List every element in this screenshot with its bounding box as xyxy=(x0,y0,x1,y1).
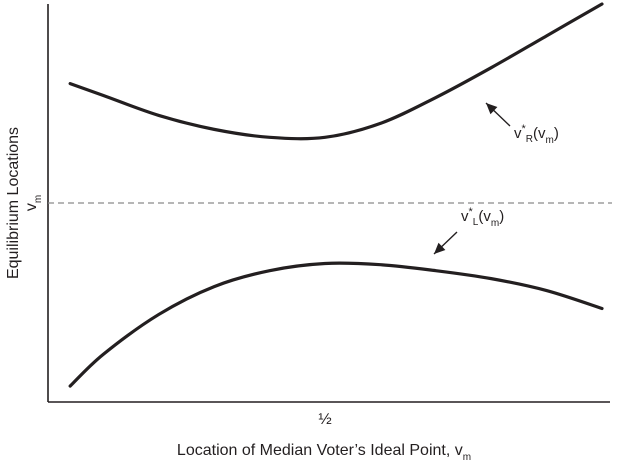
series-label-lower-part: ) xyxy=(499,208,504,225)
y-tick-label-vm-part: m xyxy=(33,195,44,203)
arrow-head-lower xyxy=(434,242,446,254)
series-line-upper xyxy=(68,2,604,141)
series-label-upper-part: ) xyxy=(554,125,559,142)
series-label-lower: v*L(vm) xyxy=(461,206,504,229)
arrow-head-upper xyxy=(486,103,498,115)
series-label-upper-part: * xyxy=(522,123,527,135)
series-label-upper-part: R xyxy=(526,134,533,145)
x-axis-label: Location of Median Voter’s Ideal Point, … xyxy=(177,442,471,463)
series-group xyxy=(68,2,604,388)
series-label-lower-part: (v xyxy=(478,208,491,225)
y-tick-label-vm-part: v xyxy=(23,203,40,211)
x-axis-label-part: m xyxy=(463,452,471,463)
x-tick-label-half: ½ xyxy=(318,411,331,428)
chart-labels: Location of Median Voter’s Ideal Point, … xyxy=(5,102,559,463)
y-tick-label-vm: vm xyxy=(23,195,44,211)
series-label-upper-part: m xyxy=(546,135,554,146)
series-label-lower-part: L xyxy=(473,217,479,228)
series-label-lower-part: * xyxy=(469,206,474,218)
series-label-upper-part: v xyxy=(514,125,522,142)
y-axis-label: Equilibrium Locations xyxy=(5,127,22,279)
series-label-upper-part: (v xyxy=(533,125,546,142)
x-axis-label-part: Location of Median Voter’s Ideal Point, … xyxy=(177,442,463,459)
series-label-lower-part: v xyxy=(461,208,469,225)
series-line-lower xyxy=(68,261,604,388)
series-label-upper: v*R(vm) xyxy=(514,123,559,146)
series-label-lower-part: m xyxy=(491,218,499,229)
